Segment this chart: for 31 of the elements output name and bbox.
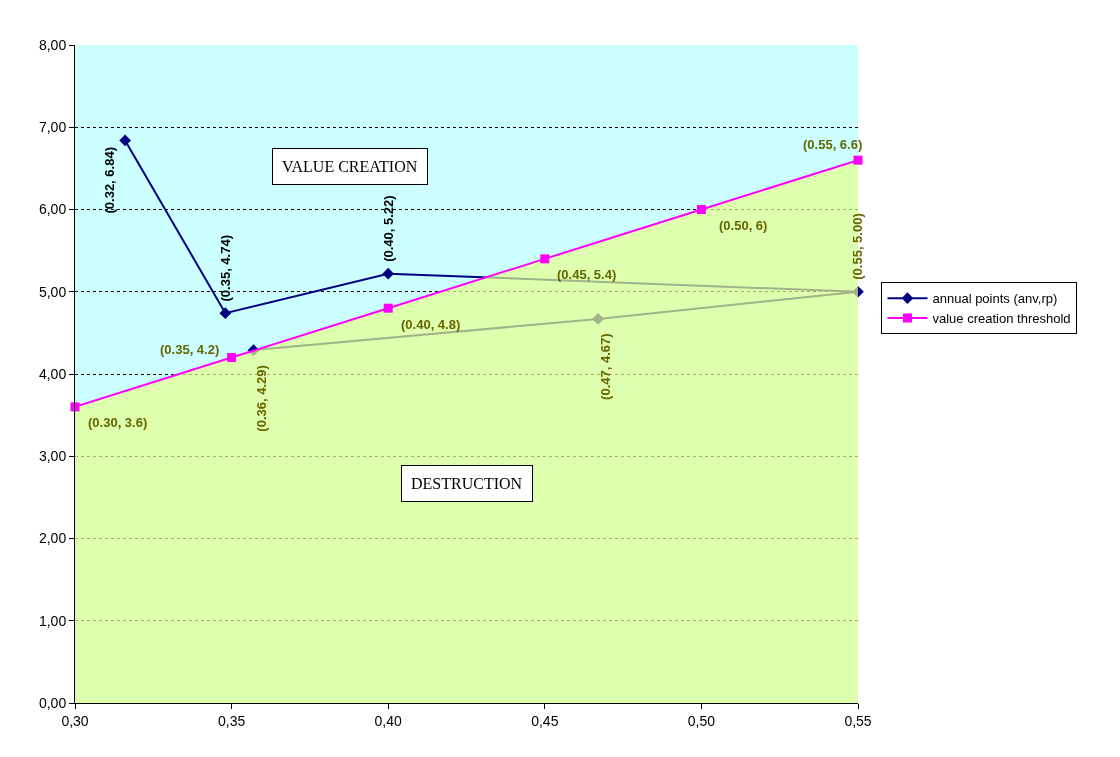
- y-tick-label: 6,00: [38, 201, 67, 218]
- data-label: (0.36, 4.29): [254, 365, 270, 432]
- legend-label: value creation threshold: [932, 311, 1071, 327]
- data-label: (0.30, 3.6): [88, 415, 148, 430]
- data-label: (0.55, 6.6): [803, 137, 863, 152]
- x-tick-label: 0,40: [374, 712, 403, 729]
- y-tick-label: 3,00: [38, 448, 67, 465]
- x-tick-label: 0,30: [61, 712, 89, 729]
- y-tick-label: 1,00: [38, 612, 67, 629]
- data-label: (0.40, 4.8): [401, 317, 461, 332]
- data-label: (0.55, 5.00): [850, 213, 866, 280]
- data-label: (0.50, 6): [719, 218, 768, 233]
- data-label: (0.47, 4.67): [598, 333, 614, 400]
- y-tick-label: 8,00: [38, 36, 67, 53]
- data-label: (0.32, 6.84): [101, 147, 117, 214]
- y-tick-label: 7,00: [38, 119, 67, 136]
- data-label: (0.40, 5.22): [380, 195, 396, 262]
- data-label: (0.35, 4.74): [218, 234, 234, 302]
- x-tick-label: 0,45: [531, 712, 559, 729]
- y-tick-label: 0,00: [38, 694, 67, 711]
- y-tick-label: 5,00: [38, 283, 67, 300]
- legend-label: annual points (anv,rp): [932, 291, 1058, 307]
- data-label: (0.45, 5.4): [557, 267, 617, 282]
- x-tick-label: 0,55: [844, 712, 872, 729]
- data-label: (0.35, 4.2): [160, 342, 220, 357]
- x-tick-label: 0,50: [687, 712, 716, 729]
- annotation: VALUE CREATION: [282, 158, 418, 175]
- x-tick-label: 0,35: [217, 712, 246, 729]
- annotation: DESTRUCTION: [411, 475, 523, 492]
- y-tick-label: 4,00: [38, 365, 67, 382]
- y-tick-label: 2,00: [38, 530, 67, 547]
